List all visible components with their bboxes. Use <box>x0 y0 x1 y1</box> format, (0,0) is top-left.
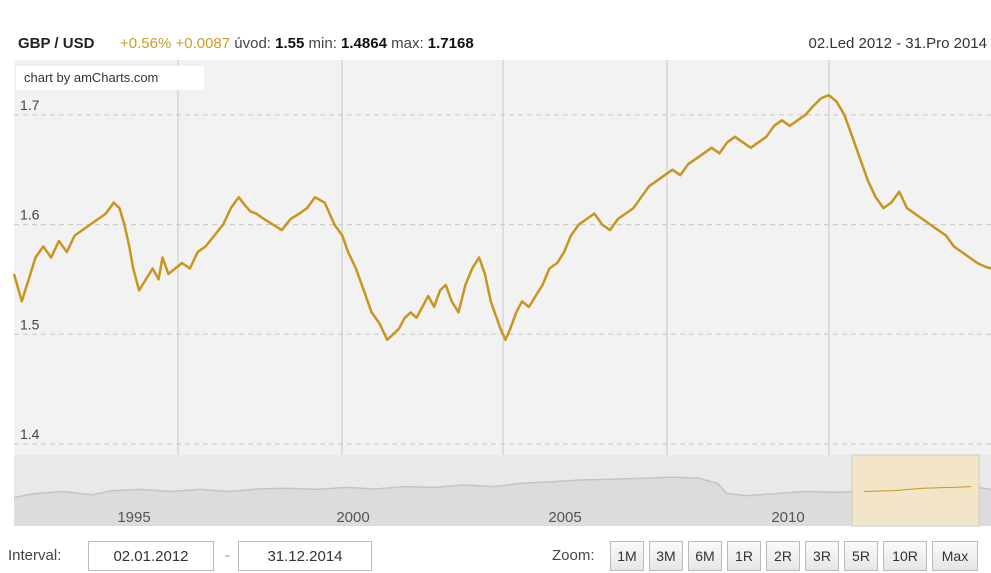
min-label: min: <box>308 35 337 52</box>
zoom-6m-button[interactable]: 6M <box>688 541 722 571</box>
navigator-year-label: 2010 <box>771 509 804 526</box>
navigator-selection-line <box>863 486 972 492</box>
zoom-5r-button[interactable]: 5R <box>844 541 878 571</box>
start-date-input[interactable] <box>88 541 214 571</box>
price-stats: +0.56% +0.0087 úvod: 1.55 min: 1.4864 ma… <box>120 35 474 52</box>
open-label: úvod: <box>234 35 271 52</box>
navigator-year-label: 2000 <box>336 509 369 526</box>
zoom-3r-button[interactable]: 3R <box>805 541 839 571</box>
chart-footer: Interval: - Zoom: 1M 3M 6M 1R 2R 3R 5R 1… <box>0 538 991 573</box>
open-value: 1.55 <box>275 35 305 52</box>
y-axis-ticks: 1.4 1.5 1.6 1.7 <box>20 97 40 442</box>
price-series <box>12 93 991 342</box>
chart-credit[interactable]: chart by amCharts.com <box>16 66 204 90</box>
max-value: 1.7168 <box>427 35 474 52</box>
zoom-label: Zoom: <box>552 547 595 564</box>
navigator-year-labels: 1995 2000 2005 2010 <box>117 509 804 526</box>
zoom-1r-button[interactable]: 1R <box>727 541 761 571</box>
navigator-year-label: 2005 <box>548 509 581 526</box>
y-tick-label: 1.5 <box>20 316 40 332</box>
y-tick-label: 1.6 <box>20 207 40 223</box>
chart-area[interactable]: 1.4 1.5 1.6 1.7 1995 2000 2005 2010 <box>0 0 991 538</box>
date-range-text: 02.Led 2012 - 31.Pro 2014 <box>808 35 987 52</box>
price-line <box>12 93 991 342</box>
navigator-line <box>13 476 991 499</box>
navigator-year-label: 1995 <box>117 509 150 526</box>
currency-pair-title: GBP / USD <box>18 35 95 52</box>
interval-separator: - <box>225 547 230 564</box>
navigator-series <box>13 476 991 526</box>
interval-label: Interval: <box>8 547 62 564</box>
change-percent: +0.56% <box>120 35 172 52</box>
change-absolute: +0.0087 <box>175 35 231 52</box>
zoom-max-button[interactable]: Max <box>932 541 978 571</box>
zoom-3m-button[interactable]: 3M <box>649 541 683 571</box>
max-label: max: <box>391 35 424 52</box>
navigator-selection[interactable] <box>851 454 980 527</box>
zoom-2r-button[interactable]: 2R <box>766 541 800 571</box>
zoom-1m-button[interactable]: 1M <box>610 541 644 571</box>
min-value: 1.4864 <box>341 35 387 52</box>
y-tick-label: 1.4 <box>20 426 40 442</box>
end-date-input[interactable] <box>238 541 372 571</box>
chart-header: GBP / USD +0.56% +0.0087 úvod: 1.55 min:… <box>0 28 991 60</box>
y-tick-label: 1.7 <box>20 97 40 113</box>
zoom-10r-button[interactable]: 10R <box>883 541 927 571</box>
